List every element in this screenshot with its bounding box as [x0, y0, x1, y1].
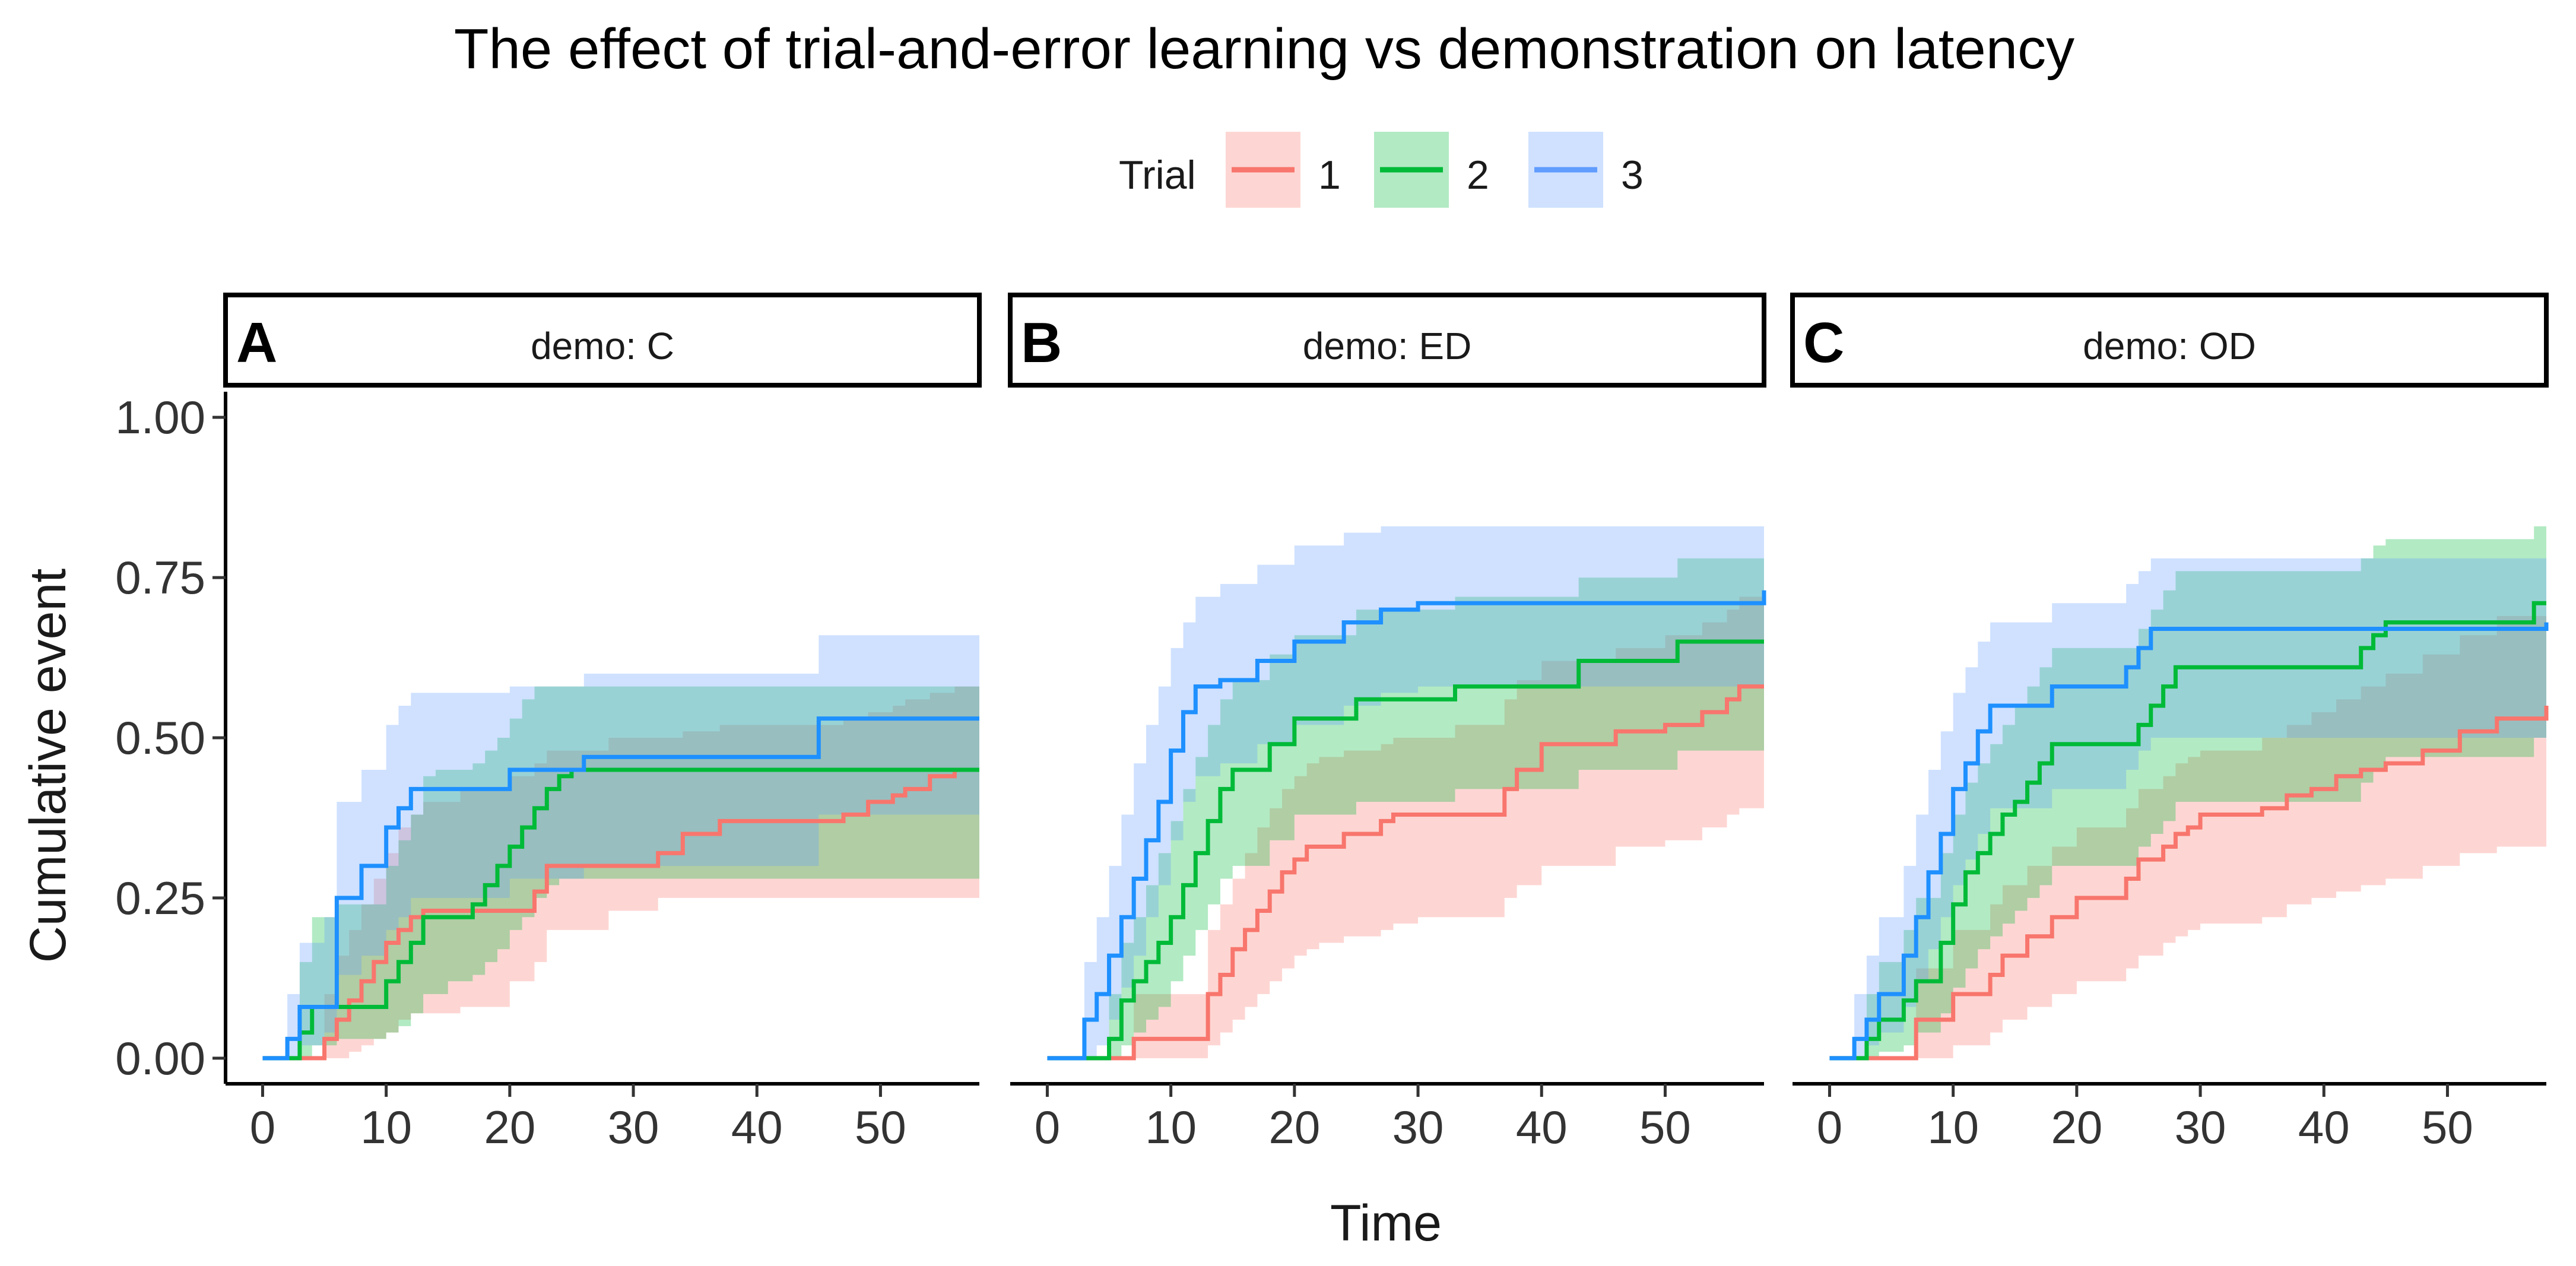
ci-band-trial-3	[262, 635, 980, 1058]
x-tick-label: 40	[731, 1101, 783, 1153]
x-tick-label: 20	[484, 1101, 535, 1153]
legend: Trial 1 2 3	[1119, 132, 1644, 208]
step-line-trial-1	[1047, 684, 1764, 1061]
panel-letter: A	[236, 311, 277, 375]
x-tick-label: 0	[250, 1101, 275, 1153]
ci-band-trial-3	[1829, 545, 2546, 1058]
y-tick-label: 0.00	[115, 1032, 205, 1084]
x-axis-title: Time	[1330, 1195, 1442, 1252]
x-tick-label: 40	[1516, 1101, 1568, 1153]
ci-band-trial-2	[1047, 558, 1764, 1058]
y-tick-label: 1.00	[115, 391, 205, 443]
ci-band-trial-2	[1829, 526, 2546, 1058]
ci-band-trial-1	[262, 686, 980, 1058]
x-tick-label: 20	[1268, 1101, 1320, 1153]
x-tick-label: 10	[360, 1101, 412, 1153]
step-line-trial-3	[1829, 622, 2549, 1061]
legend-key-3: 3	[1528, 132, 1644, 208]
legend-title: Trial	[1119, 153, 1196, 198]
step-line-trial-2	[1047, 639, 1764, 1061]
step-line-trial-1	[1829, 706, 2549, 1061]
ci-band-trial-1	[1047, 596, 1764, 1058]
panel-strip	[1790, 293, 2549, 388]
x-tick-label: 50	[855, 1101, 906, 1153]
x-tick-label: 50	[1639, 1101, 1691, 1153]
panel-strip-label: demo: ED	[1303, 325, 1472, 367]
x-tick-label: 0	[1035, 1101, 1060, 1153]
panel-strip	[223, 293, 982, 388]
step-line-trial-3	[262, 716, 979, 1061]
legend-label: 1	[1318, 153, 1341, 198]
legend-label: 3	[1621, 153, 1644, 198]
y-tick-label: 0.25	[115, 872, 205, 924]
legend-key-2: 2	[1374, 132, 1489, 208]
legend-label: 2	[1467, 153, 1489, 198]
x-tick-label: 10	[1927, 1101, 1979, 1153]
x-tick-label: 50	[2422, 1101, 2473, 1153]
panel-strip-label: demo: C	[531, 325, 674, 367]
x-tick-label: 0	[1817, 1101, 1842, 1153]
x-tick-label: 30	[2175, 1101, 2226, 1153]
y-tick-label: 0.50	[115, 712, 205, 764]
y-tick-label: 0.75	[115, 551, 205, 604]
x-tick-label: 20	[2051, 1101, 2102, 1153]
step-line-trial-2	[262, 767, 979, 1061]
x-tick-label: 30	[608, 1101, 659, 1153]
legend-keys: 1 2 3	[1226, 132, 1644, 208]
step-line-trial-3	[1047, 590, 1766, 1061]
step-line-trial-2	[1829, 601, 2546, 1061]
panel-letter: B	[1021, 311, 1062, 375]
x-tick-label: 30	[1392, 1101, 1444, 1153]
panel-strip	[1008, 293, 1766, 388]
x-tick-label: 40	[2298, 1101, 2350, 1153]
panel-strip-label: demo: OD	[2083, 325, 2256, 367]
x-tick-label: 10	[1145, 1101, 1197, 1153]
chart-title: The effect of trial-and-error learning v…	[454, 17, 2074, 81]
legend-key-1: 1	[1226, 132, 1341, 208]
ci-band-trial-2	[262, 686, 980, 1058]
y-axis-title: Cumulative event	[20, 569, 77, 963]
step-line-trial-1	[262, 767, 979, 1061]
panel-letter: C	[1803, 311, 1844, 375]
